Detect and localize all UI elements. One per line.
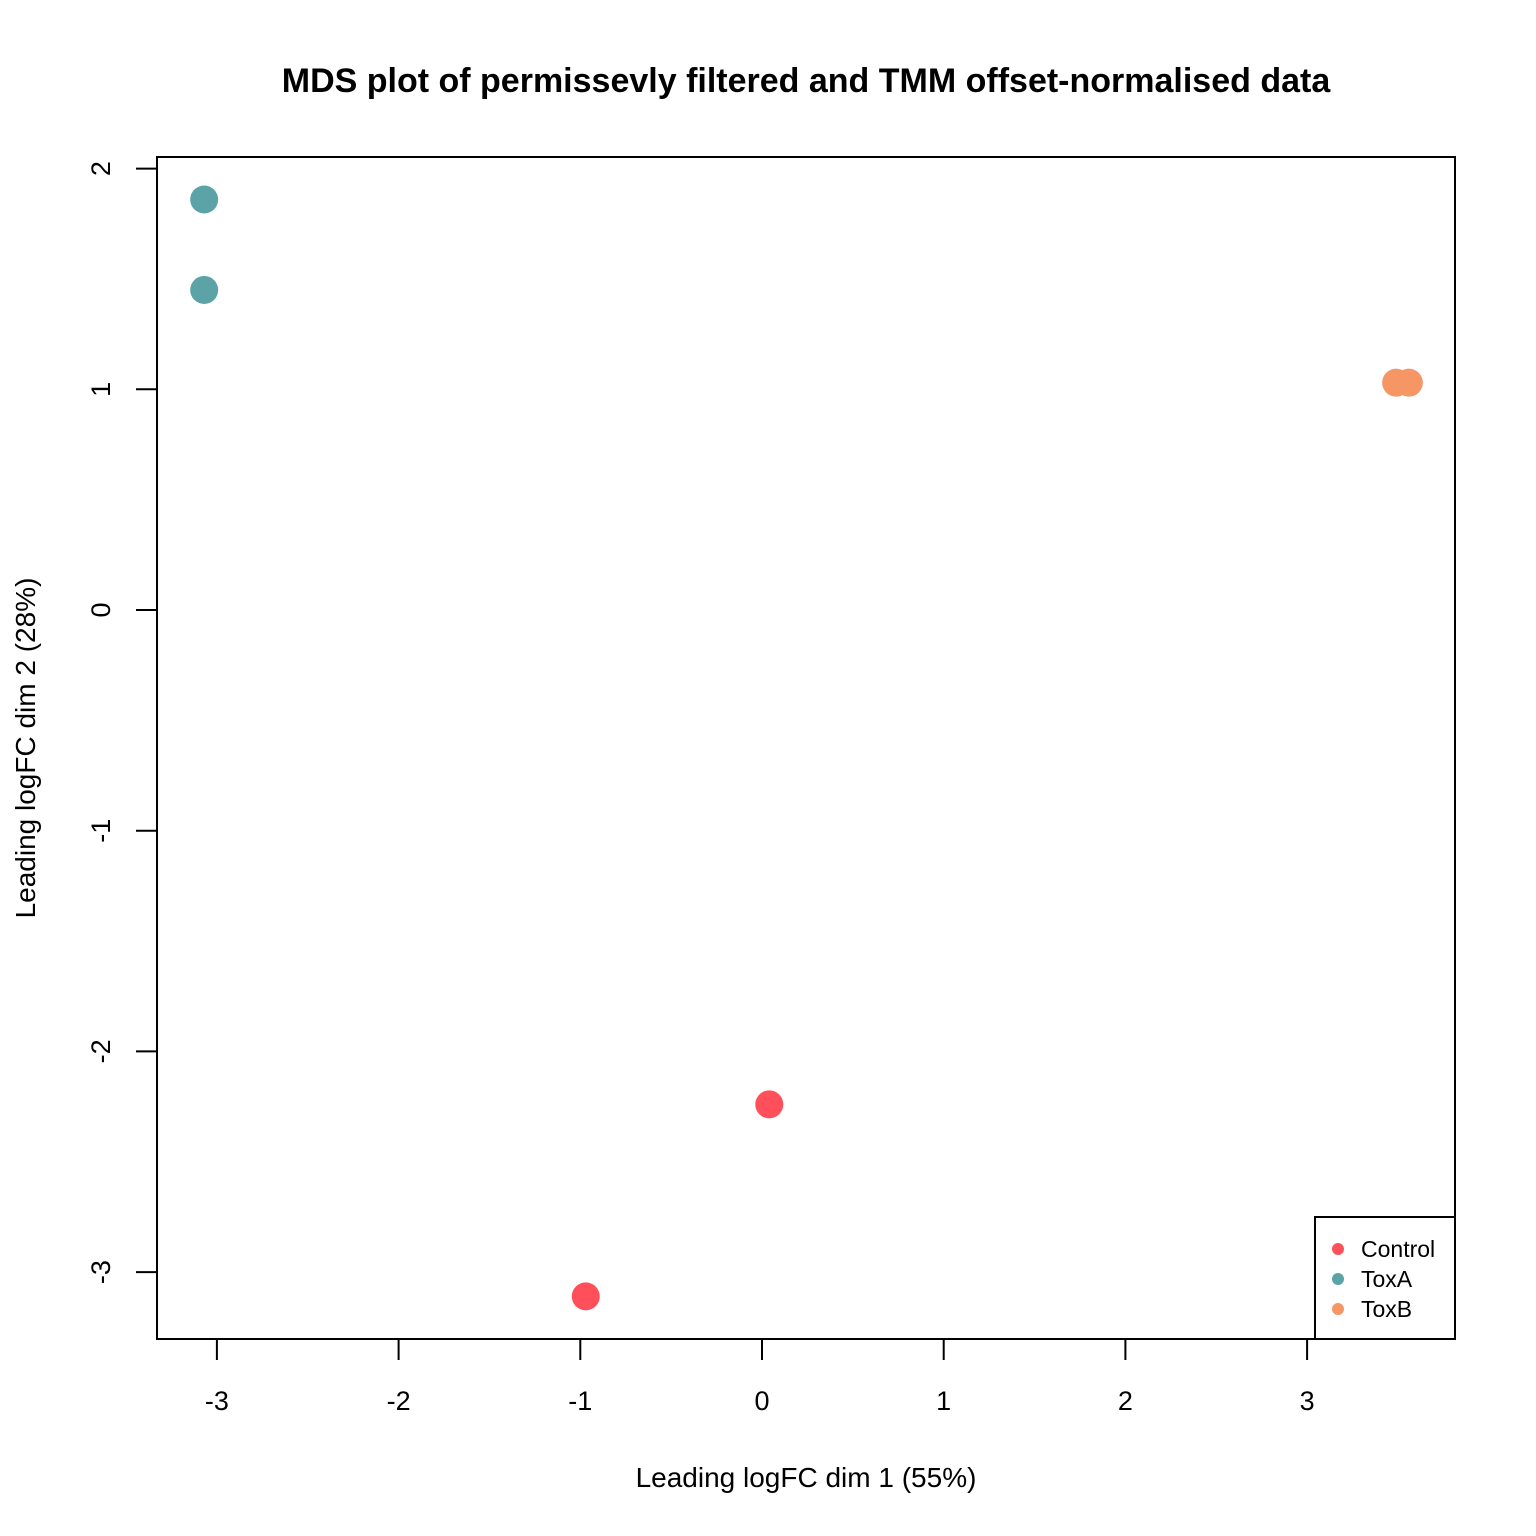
- data-points: [190, 185, 1423, 1311]
- y-tick-label: 2: [86, 161, 116, 176]
- x-axis: -3 -2 -1 0 1 2 3: [205, 1338, 1315, 1416]
- point-toxa: [190, 275, 219, 304]
- x-tick-label: 0: [754, 1386, 769, 1416]
- legend: Control ToxA ToxB: [1314, 1216, 1456, 1340]
- legend-label-toxb: ToxB: [1361, 1296, 1412, 1322]
- x-axis-label: Leading logFC dim 1 (55%): [636, 1462, 977, 1493]
- y-tick-label: 1: [86, 382, 116, 397]
- legend-marker-toxb-icon: [1332, 1303, 1344, 1315]
- legend-marker-control-icon: [1332, 1243, 1344, 1255]
- plot-area: [156, 156, 1456, 1340]
- legend-box: [1314, 1216, 1456, 1340]
- y-tick-label: 0: [86, 602, 116, 617]
- point-control: [571, 1282, 600, 1311]
- point-toxb: [1394, 368, 1423, 397]
- legend-label-control: Control: [1361, 1236, 1435, 1262]
- chart-title: MDS plot of permissevly filtered and TMM…: [282, 62, 1332, 100]
- x-tick-label: -2: [387, 1386, 411, 1416]
- x-tick-label: 1: [936, 1386, 951, 1416]
- y-tick-label: -1: [86, 819, 116, 843]
- x-tick-label: 3: [1300, 1386, 1315, 1416]
- y-tick-label: -3: [86, 1260, 116, 1284]
- legend-marker-toxa-icon: [1332, 1273, 1344, 1285]
- point-toxa: [190, 185, 219, 214]
- x-tick-label: 2: [1118, 1386, 1133, 1416]
- point-control: [755, 1090, 784, 1119]
- legend-label-toxa: ToxA: [1361, 1266, 1413, 1292]
- y-axis: -3 -2 -1 0 1 2: [86, 161, 158, 1284]
- y-axis-label: Leading logFC dim 2 (28%): [10, 578, 41, 919]
- x-tick-label: -3: [205, 1386, 229, 1416]
- y-tick-label: -2: [86, 1039, 116, 1063]
- x-tick-label: -1: [568, 1386, 592, 1416]
